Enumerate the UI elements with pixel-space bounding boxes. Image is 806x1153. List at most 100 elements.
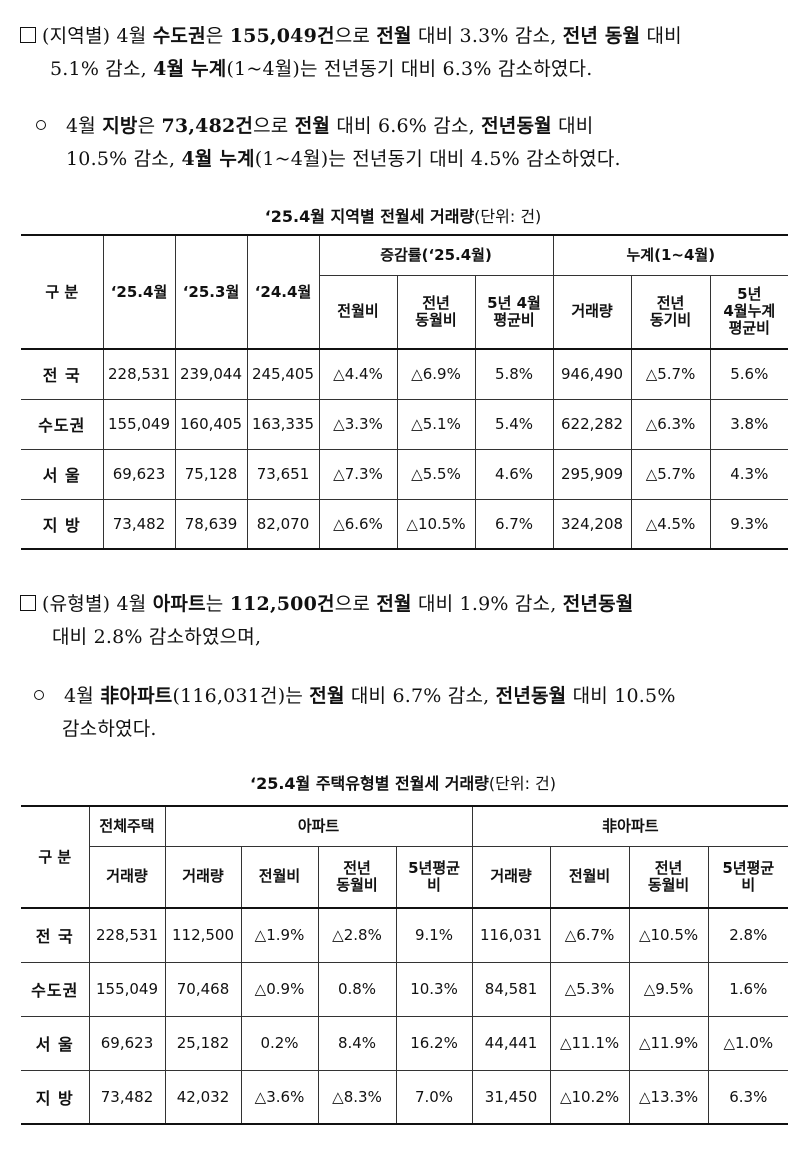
text: 는	[205, 593, 230, 615]
table-cell: 5.4%	[474, 398, 554, 450]
table-cell: 25,182	[164, 1015, 242, 1071]
table-row: 서 울 69,623 25,182 0.2% 8.4% 16.2% 44,441 △11.1%…	[21, 1015, 789, 1071]
table1-caption: ‘25.4월 지역별 전월세 거래량(단위: 건)	[0, 203, 806, 227]
table-row: 수도권 155,049 160,405 163,335 △3.3% △5.1% 5.4% 62…	[21, 398, 789, 450]
header-gubun: 구 분	[21, 805, 90, 909]
text: 대비 2.8% 감소하였으며,	[52, 626, 262, 648]
row-header: 전 국	[21, 348, 104, 400]
table-cell: 75,128	[174, 448, 248, 500]
table-cell: 42,032	[164, 1069, 242, 1125]
text: (1~4월)는 전년동기 대비 4.5% 감소하였다.	[254, 148, 621, 170]
table-cell: 160,405	[174, 398, 248, 450]
table-cell: 155,049	[88, 961, 166, 1017]
text: 대비	[551, 115, 594, 137]
text: 으로	[334, 593, 377, 615]
circle-bullet-icon	[34, 690, 44, 700]
header-col: 전년 동기비	[630, 274, 711, 350]
row-header: 수도권	[21, 398, 104, 450]
table-row: 지 방 73,482 78,639 82,070 △6.6% △10.5% 6.7% 324,…	[21, 498, 789, 550]
table-cell: 6.7%	[474, 498, 554, 550]
header-col: 전년 동월비	[628, 845, 709, 909]
table-cell: 16.2%	[395, 1015, 473, 1071]
table-cell: 622,282	[552, 398, 632, 450]
header-col: 전월비	[549, 845, 630, 909]
table-cell: 4.3%	[709, 448, 789, 500]
paragraph-line: 4월 非아파트(116,031건)는 전월 대비 6.7% 감소, 전년동월 대…	[0, 680, 806, 713]
table-cell: 116,031	[471, 907, 551, 963]
table-cell: △5.3%	[549, 961, 630, 1017]
table-cell: △4.4%	[318, 348, 398, 400]
regional-table: 구 분 ‘25.4월 ‘25.3월 ‘24.4월 증감률(‘25.4월) 누계(…	[21, 234, 789, 550]
text: 으로	[253, 115, 295, 137]
table-cell: △9.5%	[628, 961, 709, 1017]
text: 대비 3.3% 감소,	[411, 25, 563, 47]
table-cell: △6.7%	[549, 907, 630, 963]
square-bullet-icon	[20, 27, 36, 43]
header-col: 5년평균 비	[395, 845, 473, 909]
table-cell: 3.8%	[709, 398, 789, 450]
header-gubun: 구 분	[21, 234, 104, 350]
circle-bullet-icon	[36, 120, 46, 130]
row-header: 지 방	[21, 498, 104, 550]
text: 으로	[334, 25, 377, 47]
header-col: 거래량	[164, 845, 242, 909]
paragraph-line: 감소하였다.	[0, 713, 806, 746]
paragraph-line: (지역별) 4월 수도권은 155,049건으로 전월 대비 3.3% 감소, …	[0, 20, 806, 53]
text: 4월 누계	[153, 58, 227, 80]
table-cell: △2.8%	[317, 907, 397, 963]
table-cell: △10.2%	[549, 1069, 630, 1125]
text: 4월	[66, 115, 103, 137]
table2-title: ‘25.4월 주택유형별 전월세 거래량	[249, 774, 489, 793]
table-cell: 31,450	[471, 1069, 551, 1125]
table-cell: 69,623	[88, 1015, 166, 1071]
paragraph-line: 대비 2.8% 감소하였으며,	[0, 621, 806, 654]
header-group: 非아파트	[471, 805, 789, 847]
text: 아파트	[152, 593, 206, 615]
header-col: 5년평균 비	[707, 845, 789, 909]
header-col: ‘25.3월	[174, 234, 248, 350]
text: 대비 6.7% 감소,	[344, 685, 496, 707]
table-cell: 228,531	[102, 348, 176, 400]
text: 전월	[376, 25, 412, 47]
text: (유형별) 4월	[42, 593, 153, 615]
table-cell: 82,070	[246, 498, 320, 550]
table-cell: △4.5%	[630, 498, 711, 550]
table1-title: ‘25.4월 지역별 전월세 거래량	[264, 207, 475, 226]
table-cell: 73,482	[88, 1069, 166, 1125]
table-cell: △0.9%	[240, 961, 319, 1017]
text: 전년동월	[495, 685, 567, 707]
text: 대비 6.6% 감소,	[330, 115, 482, 137]
row-header: 서 울	[21, 1015, 90, 1071]
text: (지역별) 4월	[42, 25, 153, 47]
table-cell: 163,335	[246, 398, 320, 450]
text: 112,500건	[229, 593, 335, 615]
table-cell: 5.6%	[709, 348, 789, 400]
text: 非아파트	[100, 685, 173, 707]
header-group: 증감률(‘25.4월)	[318, 234, 554, 276]
table-cell: △5.7%	[630, 448, 711, 500]
table-cell: 9.3%	[709, 498, 789, 550]
table-cell: △13.3%	[628, 1069, 709, 1125]
header-col: ‘25.4월	[102, 234, 176, 350]
header-col: 5년 4월누계 평균비	[709, 274, 789, 350]
header-group: 누계(1~4월)	[552, 234, 789, 276]
table-cell: 7.0%	[395, 1069, 473, 1125]
text: 대비 10.5%	[566, 685, 676, 707]
header-col: 5년 4월 평균비	[474, 274, 554, 350]
table-cell: △6.3%	[630, 398, 711, 450]
text: 10.5% 감소,	[66, 148, 182, 170]
table-cell: 2.8%	[707, 907, 789, 963]
table-cell: △5.1%	[396, 398, 476, 450]
table-cell: 9.1%	[395, 907, 473, 963]
row-header: 서 울	[21, 448, 104, 500]
text: 수도권	[152, 25, 206, 47]
table-cell: △7.3%	[318, 448, 398, 500]
table-cell: 295,909	[552, 448, 632, 500]
paragraph-line: (유형별) 4월 아파트는 112,500건으로 전월 대비 1.9% 감소, …	[0, 588, 806, 621]
table-cell: 155,049	[102, 398, 176, 450]
paragraph-local-summary: 4월 지방은 73,482건으로 전월 대비 6.6% 감소, 전년동월 대비 …	[0, 110, 806, 176]
paragraph-type-summary: (유형별) 4월 아파트는 112,500건으로 전월 대비 1.9% 감소, …	[0, 588, 806, 654]
table-cell: 10.3%	[395, 961, 473, 1017]
table2-unit: (단위: 건)	[488, 774, 557, 793]
header-col: ‘24.4월	[246, 234, 320, 350]
